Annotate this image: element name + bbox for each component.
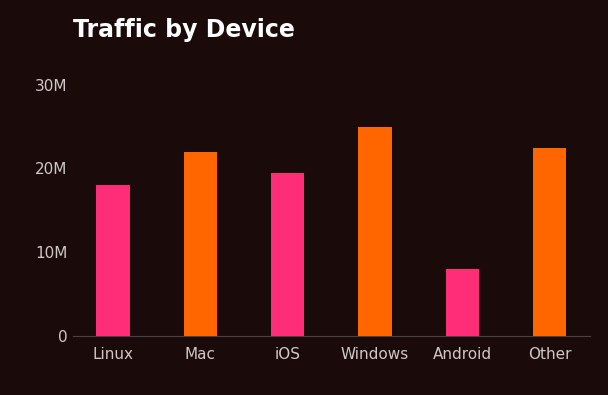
Bar bbox=[184, 152, 217, 336]
Text: Traffic by Device: Traffic by Device bbox=[73, 19, 295, 42]
Bar bbox=[97, 185, 130, 336]
Bar bbox=[446, 269, 479, 336]
Bar bbox=[271, 173, 304, 336]
Bar bbox=[533, 148, 566, 336]
Bar bbox=[359, 127, 392, 336]
